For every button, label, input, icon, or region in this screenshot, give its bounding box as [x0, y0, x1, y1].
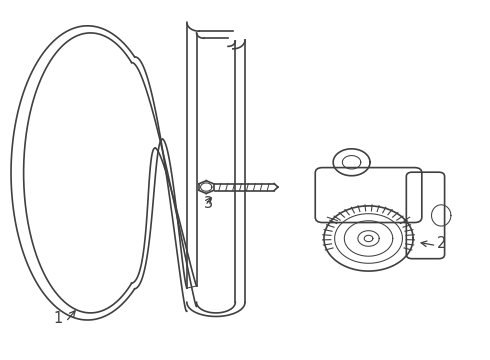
- Text: 3: 3: [204, 195, 213, 211]
- Text: 2: 2: [437, 236, 446, 251]
- Text: 1: 1: [54, 311, 63, 327]
